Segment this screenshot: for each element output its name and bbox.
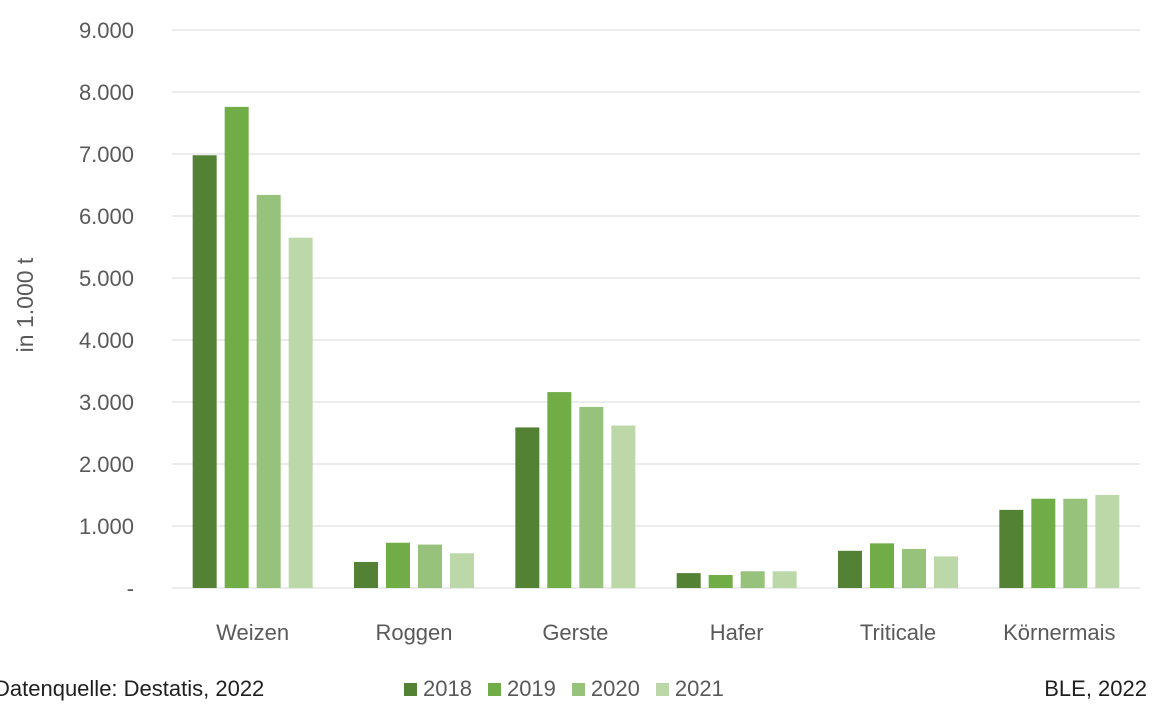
legend-label: 2021 [674,676,724,701]
bar-weizen-2019 [224,106,249,588]
bar-weizen-2021 [288,237,313,588]
legend-swatch [487,682,501,696]
x-category-label: Weizen [216,620,289,645]
bar-triticale-2018 [838,550,862,588]
y-tick-label: 4.000 [79,328,134,353]
bar-körnermais-2020 [1063,498,1088,588]
legend-entry-2020: 2020 [571,676,640,702]
y-tick-label: 5.000 [79,266,134,291]
y-tick-label: 3.000 [79,390,134,415]
x-category-label: Roggen [375,620,452,645]
legend-swatch [571,682,585,696]
x-category-label: Hafer [710,620,764,645]
bar-roggen-2019 [386,542,410,588]
y-tick-label: 2.000 [79,452,134,477]
y-axis-tick-labels: - 1.000 2.000 3.000 4.000 5.000 6.000 7.000 8.00… [79,18,134,601]
bar-körnermais-2018 [999,509,1024,588]
y-tick-label: 9.000 [79,18,134,43]
bar-körnermais-2021 [1095,495,1120,588]
bar-hafer-2018 [676,573,701,588]
bar-triticale-2021 [934,556,958,588]
bar-roggen-2018 [354,561,378,588]
legend: 2018 2019 2020 2021 [404,676,724,702]
y-tick-label: 8.000 [79,80,134,105]
bar-triticale-2020 [902,548,926,588]
legend-entry-2021: 2021 [655,676,724,702]
bar-triticale-2019 [870,543,894,588]
x-category-label: Körnermais [1003,620,1115,645]
bar-hafer-2020 [740,571,765,588]
bar-gerste-2020 [579,406,604,588]
y-axis-label: in 1.000 t [12,257,38,352]
legend-label: 2019 [506,676,556,701]
bar-roggen-2020 [418,544,442,588]
bar-gerste-2019 [547,392,572,588]
x-axis-category-labels: Weizen Roggen Gerste Hafer Triticale Körnerma… [216,620,1115,645]
legend-swatch [655,682,669,696]
legend-entry-2019: 2019 [487,676,556,702]
y-tick-label: - [127,576,134,601]
gridlines [172,29,1140,589]
y-tick-label: 1.000 [79,514,134,539]
legend-label: 2020 [590,676,640,701]
x-category-label: Triticale [860,620,936,645]
legend-entry-2018: 2018 [404,676,472,702]
bars [192,106,1120,589]
bar-hafer-2019 [708,574,733,588]
bar-hafer-2021 [772,571,797,588]
x-category-label: Gerste [542,620,608,645]
source-note: Datenquelle: Destatis, 2022 [0,676,265,701]
credit-note: BLE, 2022 [1044,676,1147,701]
bar-weizen-2018 [192,155,217,589]
bar-körnermais-2019 [1031,498,1056,588]
bar-gerste-2018 [515,427,540,588]
y-tick-label: 7.000 [79,142,134,167]
bar-weizen-2020 [256,194,281,589]
bar-roggen-2021 [450,553,474,588]
y-tick-label: 6.000 [79,204,134,229]
legend-swatch [404,682,417,696]
bar-gerste-2021 [611,425,636,588]
legend-label: 2018 [423,676,472,701]
